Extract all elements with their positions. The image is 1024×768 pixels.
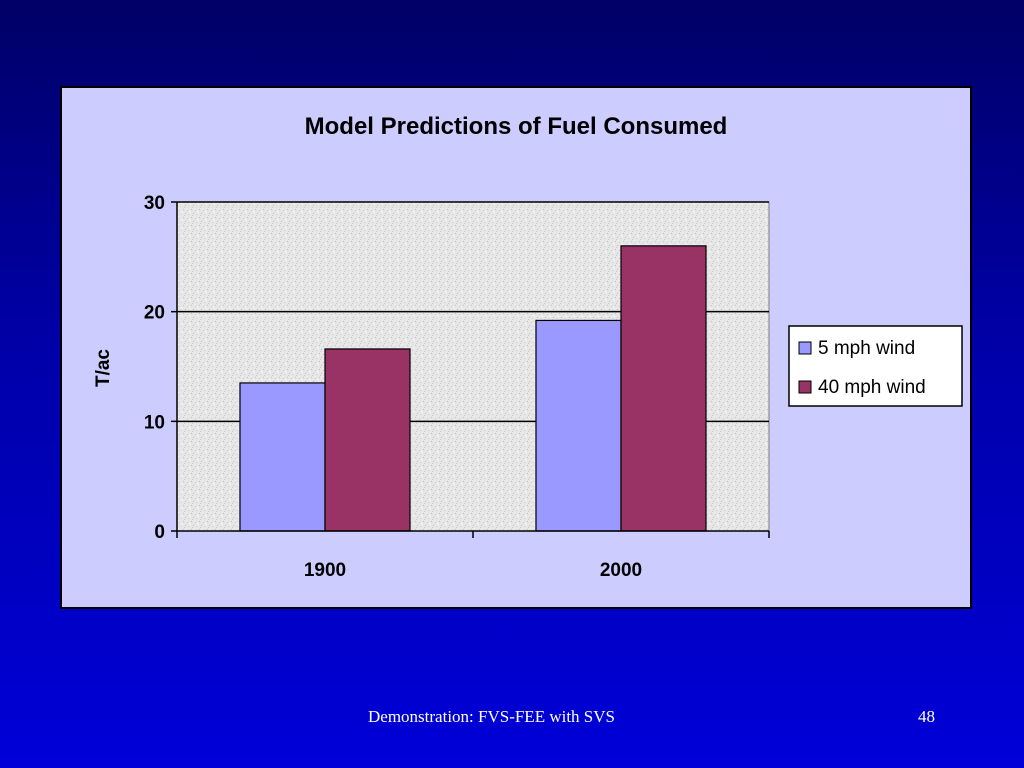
y-tick-label: 20 [144,303,165,324]
bars [239,245,707,532]
y-tick-labels: 0 10 20 30 [144,193,165,543]
chart-panel: Model Predictions of Fuel Consumed 0 10 20… [60,86,972,609]
chart: Model Predictions of Fuel Consumed 0 10 20… [93,113,963,581]
bar-5-mph-wind-2000 [535,319,622,532]
chart-title: Model Predictions of Fuel Consumed [305,113,728,140]
axes [171,201,770,538]
bar-40-mph-wind-1900 [324,348,411,532]
y-tick-label: 0 [154,522,165,543]
x-tick-label: 2000 [600,560,642,581]
legend-label-5mph: 5 mph wind [818,338,915,359]
legend-swatch-5mph [798,341,812,355]
y-tick-label: 10 [144,412,165,433]
bar-5-mph-wind-1900 [239,382,326,532]
x-tick-label: 1900 [304,560,346,581]
bar-40-mph-wind-2000 [620,245,707,532]
footer-title: Demonstration: FVS-FEE with SVS [368,707,615,726]
legend: 5 mph wind 40 mph wind [788,325,963,407]
page-number: 48 [918,707,935,726]
y-tick-label: 30 [144,193,165,214]
legend-box [788,325,963,407]
x-tick-labels: 1900 2000 [304,560,642,581]
legend-swatch-40mph [798,380,812,394]
legend-label-40mph: 40 mph wind [818,377,926,398]
y-axis-label: T/ac [93,349,114,387]
